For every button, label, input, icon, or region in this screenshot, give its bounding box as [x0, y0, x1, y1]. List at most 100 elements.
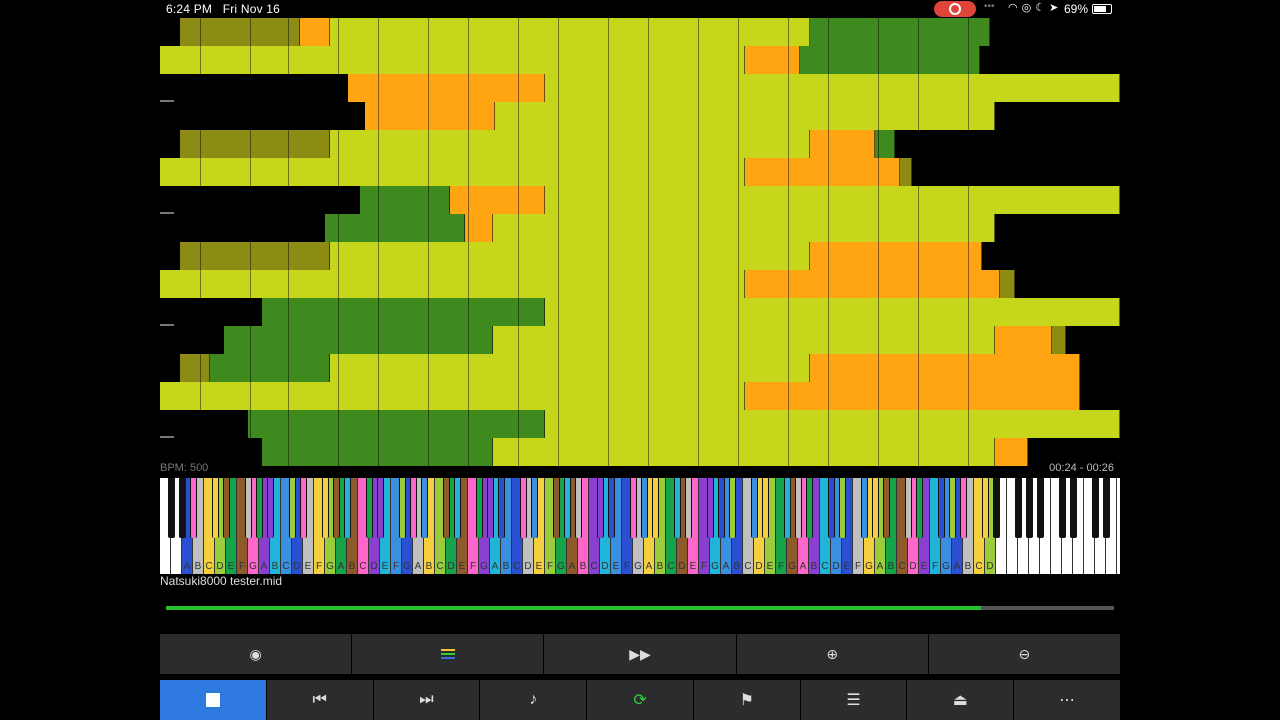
zoom-out-button[interactable]: ⊖ — [928, 634, 1121, 674]
black-key[interactable] — [398, 478, 406, 538]
black-key[interactable] — [244, 478, 252, 538]
white-key[interactable]: B — [193, 478, 204, 574]
white-key[interactable]: B — [963, 478, 974, 574]
black-key[interactable] — [255, 478, 263, 538]
black-key[interactable] — [266, 478, 274, 538]
black-key[interactable] — [992, 478, 1000, 538]
white-key[interactable] — [996, 478, 1007, 574]
black-key[interactable] — [497, 478, 505, 538]
white-key[interactable]: B — [578, 478, 589, 574]
white-key[interactable]: B — [732, 478, 743, 574]
white-key[interactable]: E — [688, 478, 699, 574]
black-key[interactable] — [794, 478, 802, 538]
white-key[interactable]: E — [457, 478, 468, 574]
white-key[interactable]: B — [886, 478, 897, 574]
black-key[interactable] — [343, 478, 351, 538]
screen-record-icon[interactable] — [934, 1, 976, 17]
zoom-in-button[interactable]: ⊕ — [736, 634, 928, 674]
white-key[interactable]: E — [303, 478, 314, 574]
note-roll[interactable]: BPM: 500 00:24 - 00:26 — [160, 18, 1120, 476]
black-key[interactable] — [684, 478, 692, 538]
black-key[interactable] — [519, 478, 527, 538]
black-key[interactable] — [838, 478, 846, 538]
black-key[interactable] — [904, 478, 912, 538]
black-key[interactable] — [1058, 478, 1066, 538]
white-key[interactable]: B — [347, 478, 358, 574]
loop-button[interactable]: ⟳ — [587, 680, 693, 720]
black-key[interactable] — [1025, 478, 1033, 538]
black-key[interactable] — [761, 478, 769, 538]
white-key[interactable]: E — [534, 478, 545, 574]
white-key[interactable]: E — [226, 478, 237, 574]
white-key[interactable]: B — [501, 478, 512, 574]
black-key[interactable] — [178, 478, 186, 538]
black-key[interactable] — [486, 478, 494, 538]
white-key[interactable] — [1073, 478, 1084, 574]
black-key[interactable] — [1102, 478, 1110, 538]
black-key[interactable] — [222, 478, 230, 538]
black-key[interactable] — [420, 478, 428, 538]
black-key[interactable] — [211, 478, 219, 538]
black-key[interactable] — [376, 478, 384, 538]
black-key[interactable] — [706, 478, 714, 538]
view-eye-button[interactable]: ◉ — [160, 634, 352, 674]
black-key[interactable] — [783, 478, 791, 538]
black-key[interactable] — [442, 478, 450, 538]
black-key[interactable] — [1014, 478, 1022, 538]
white-key[interactable]: E — [842, 478, 853, 574]
black-key[interactable] — [871, 478, 879, 538]
black-key[interactable] — [629, 478, 637, 538]
black-key[interactable] — [805, 478, 813, 538]
black-key[interactable] — [827, 478, 835, 538]
track-list-button[interactable]: ☰ — [800, 680, 907, 720]
black-key[interactable] — [651, 478, 659, 538]
white-key[interactable]: E — [380, 478, 391, 574]
black-key[interactable] — [673, 478, 681, 538]
black-key[interactable] — [717, 478, 725, 538]
playback-progress-bar[interactable] — [166, 606, 1114, 610]
black-key[interactable] — [530, 478, 538, 538]
tracks-color-button[interactable] — [352, 634, 544, 674]
black-key[interactable] — [552, 478, 560, 538]
black-key[interactable] — [365, 478, 373, 538]
black-key[interactable] — [563, 478, 571, 538]
black-key[interactable] — [948, 478, 956, 538]
white-key[interactable]: E — [765, 478, 776, 574]
black-key[interactable] — [750, 478, 758, 538]
black-key[interactable] — [574, 478, 582, 538]
metronome-button[interactable]: ♪ — [480, 680, 587, 720]
black-key[interactable] — [409, 478, 417, 538]
white-key[interactable] — [1040, 478, 1051, 574]
black-key[interactable] — [915, 478, 923, 538]
black-key[interactable] — [321, 478, 329, 538]
black-key[interactable] — [607, 478, 615, 538]
black-key[interactable] — [1069, 478, 1077, 538]
black-key[interactable] — [332, 478, 340, 538]
black-key[interactable] — [288, 478, 296, 538]
stop-button[interactable] — [160, 680, 266, 720]
black-key[interactable] — [981, 478, 989, 538]
black-key[interactable] — [167, 478, 175, 538]
white-key[interactable] — [1106, 478, 1117, 574]
white-key[interactable]: B — [270, 478, 281, 574]
black-key[interactable] — [596, 478, 604, 538]
black-key[interactable] — [882, 478, 890, 538]
black-key[interactable] — [453, 478, 461, 538]
black-key[interactable] — [937, 478, 945, 538]
black-key[interactable] — [728, 478, 736, 538]
black-key[interactable] — [299, 478, 307, 538]
white-key[interactable]: E — [919, 478, 930, 574]
next-button[interactable]: ⏭ — [373, 680, 480, 720]
black-key[interactable] — [1091, 478, 1099, 538]
white-key[interactable]: E — [611, 478, 622, 574]
previous-button[interactable]: ⏮ — [266, 680, 373, 720]
black-key[interactable] — [640, 478, 648, 538]
fast-forward-button[interactable]: ▶▶ — [544, 634, 736, 674]
white-key[interactable]: B — [424, 478, 435, 574]
more-button[interactable]: ⋯ — [1014, 680, 1121, 720]
black-key[interactable] — [475, 478, 483, 538]
white-key[interactable]: B — [809, 478, 820, 574]
marker-flag-button[interactable]: ⚑ — [693, 680, 800, 720]
black-key[interactable] — [1036, 478, 1044, 538]
